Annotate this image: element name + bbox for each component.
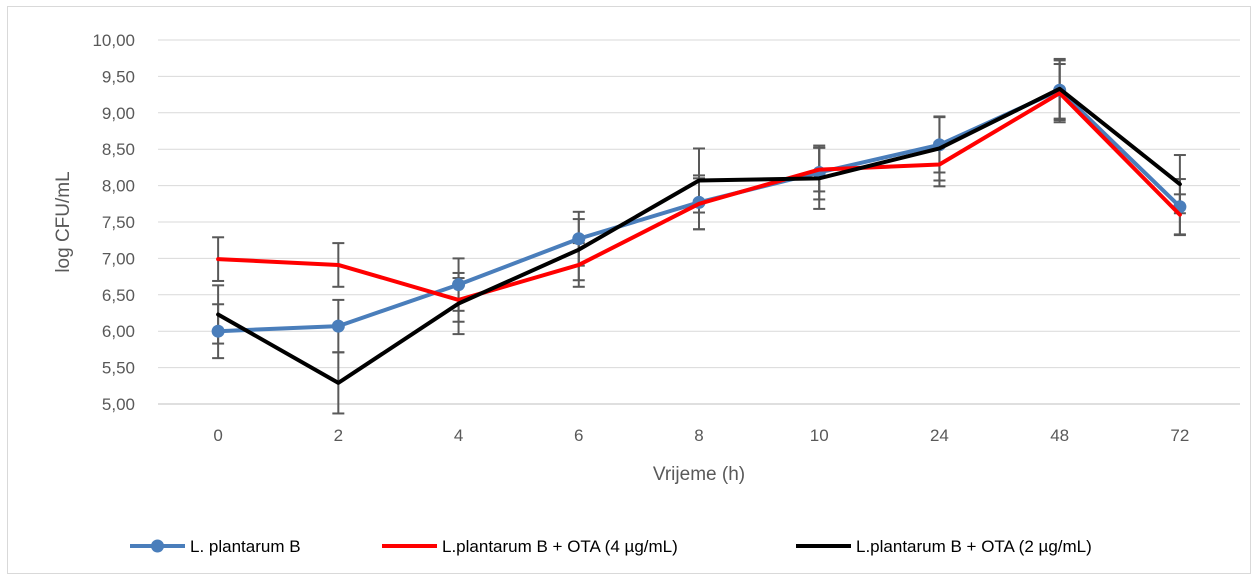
y-tick-label: 9,50 [102,67,135,86]
x-axis-title: Vrijeme (h) [653,464,745,485]
data-point [211,324,225,338]
x-tick-label: 2 [334,426,343,445]
y-tick-label: 7,50 [102,213,135,232]
y-tick-label: 5,50 [102,359,135,378]
series-line-2 [216,91,1182,302]
data-point [331,319,345,333]
x-tick-label: 6 [574,426,583,445]
legend: L. plantarum B L.plantarum B + OTA (4 µg/… [130,537,1092,556]
x-tick-label: 72 [1170,426,1189,445]
error-bars [212,57,1186,415]
y-tick-label: 8,50 [102,140,135,159]
x-tick-label: 0 [213,426,222,445]
y-tick-label: 10,00 [92,31,135,50]
legend-label: L.plantarum B + OTA (2 µg/mL) [856,537,1092,556]
y-tick-label: 7,00 [102,249,135,268]
y-tick-labels: 5,00 5,50 6,00 6,50 7,00 7,50 8,00 8,50 9,00 9,50… [92,31,135,414]
x-tick-labels: 0 2 4 6 8 10 24 48 72 [213,426,1189,445]
y-axis-title: log CFU/mL [53,171,74,272]
legend-label: L. plantarum B [190,537,301,556]
data-point [452,278,466,292]
y-tick-label: 8,00 [102,177,135,196]
series-lines [211,83,1187,385]
x-tick-label: 4 [454,426,463,445]
legend-marker [151,539,164,553]
legend-label: L.plantarum B + OTA (4 µg/mL) [442,537,678,556]
x-tick-label: 8 [694,426,703,445]
y-tick-label: 6,00 [102,322,135,341]
x-tick-label: 24 [930,426,949,445]
data-point [572,232,586,246]
series-line-3 [216,86,1182,385]
x-tick-label: 10 [810,426,829,445]
y-tick-label: 5,00 [102,395,135,414]
x-tick-label: 48 [1050,426,1069,445]
y-tick-label: 9,00 [102,104,135,123]
y-tick-label: 6,50 [102,286,135,305]
